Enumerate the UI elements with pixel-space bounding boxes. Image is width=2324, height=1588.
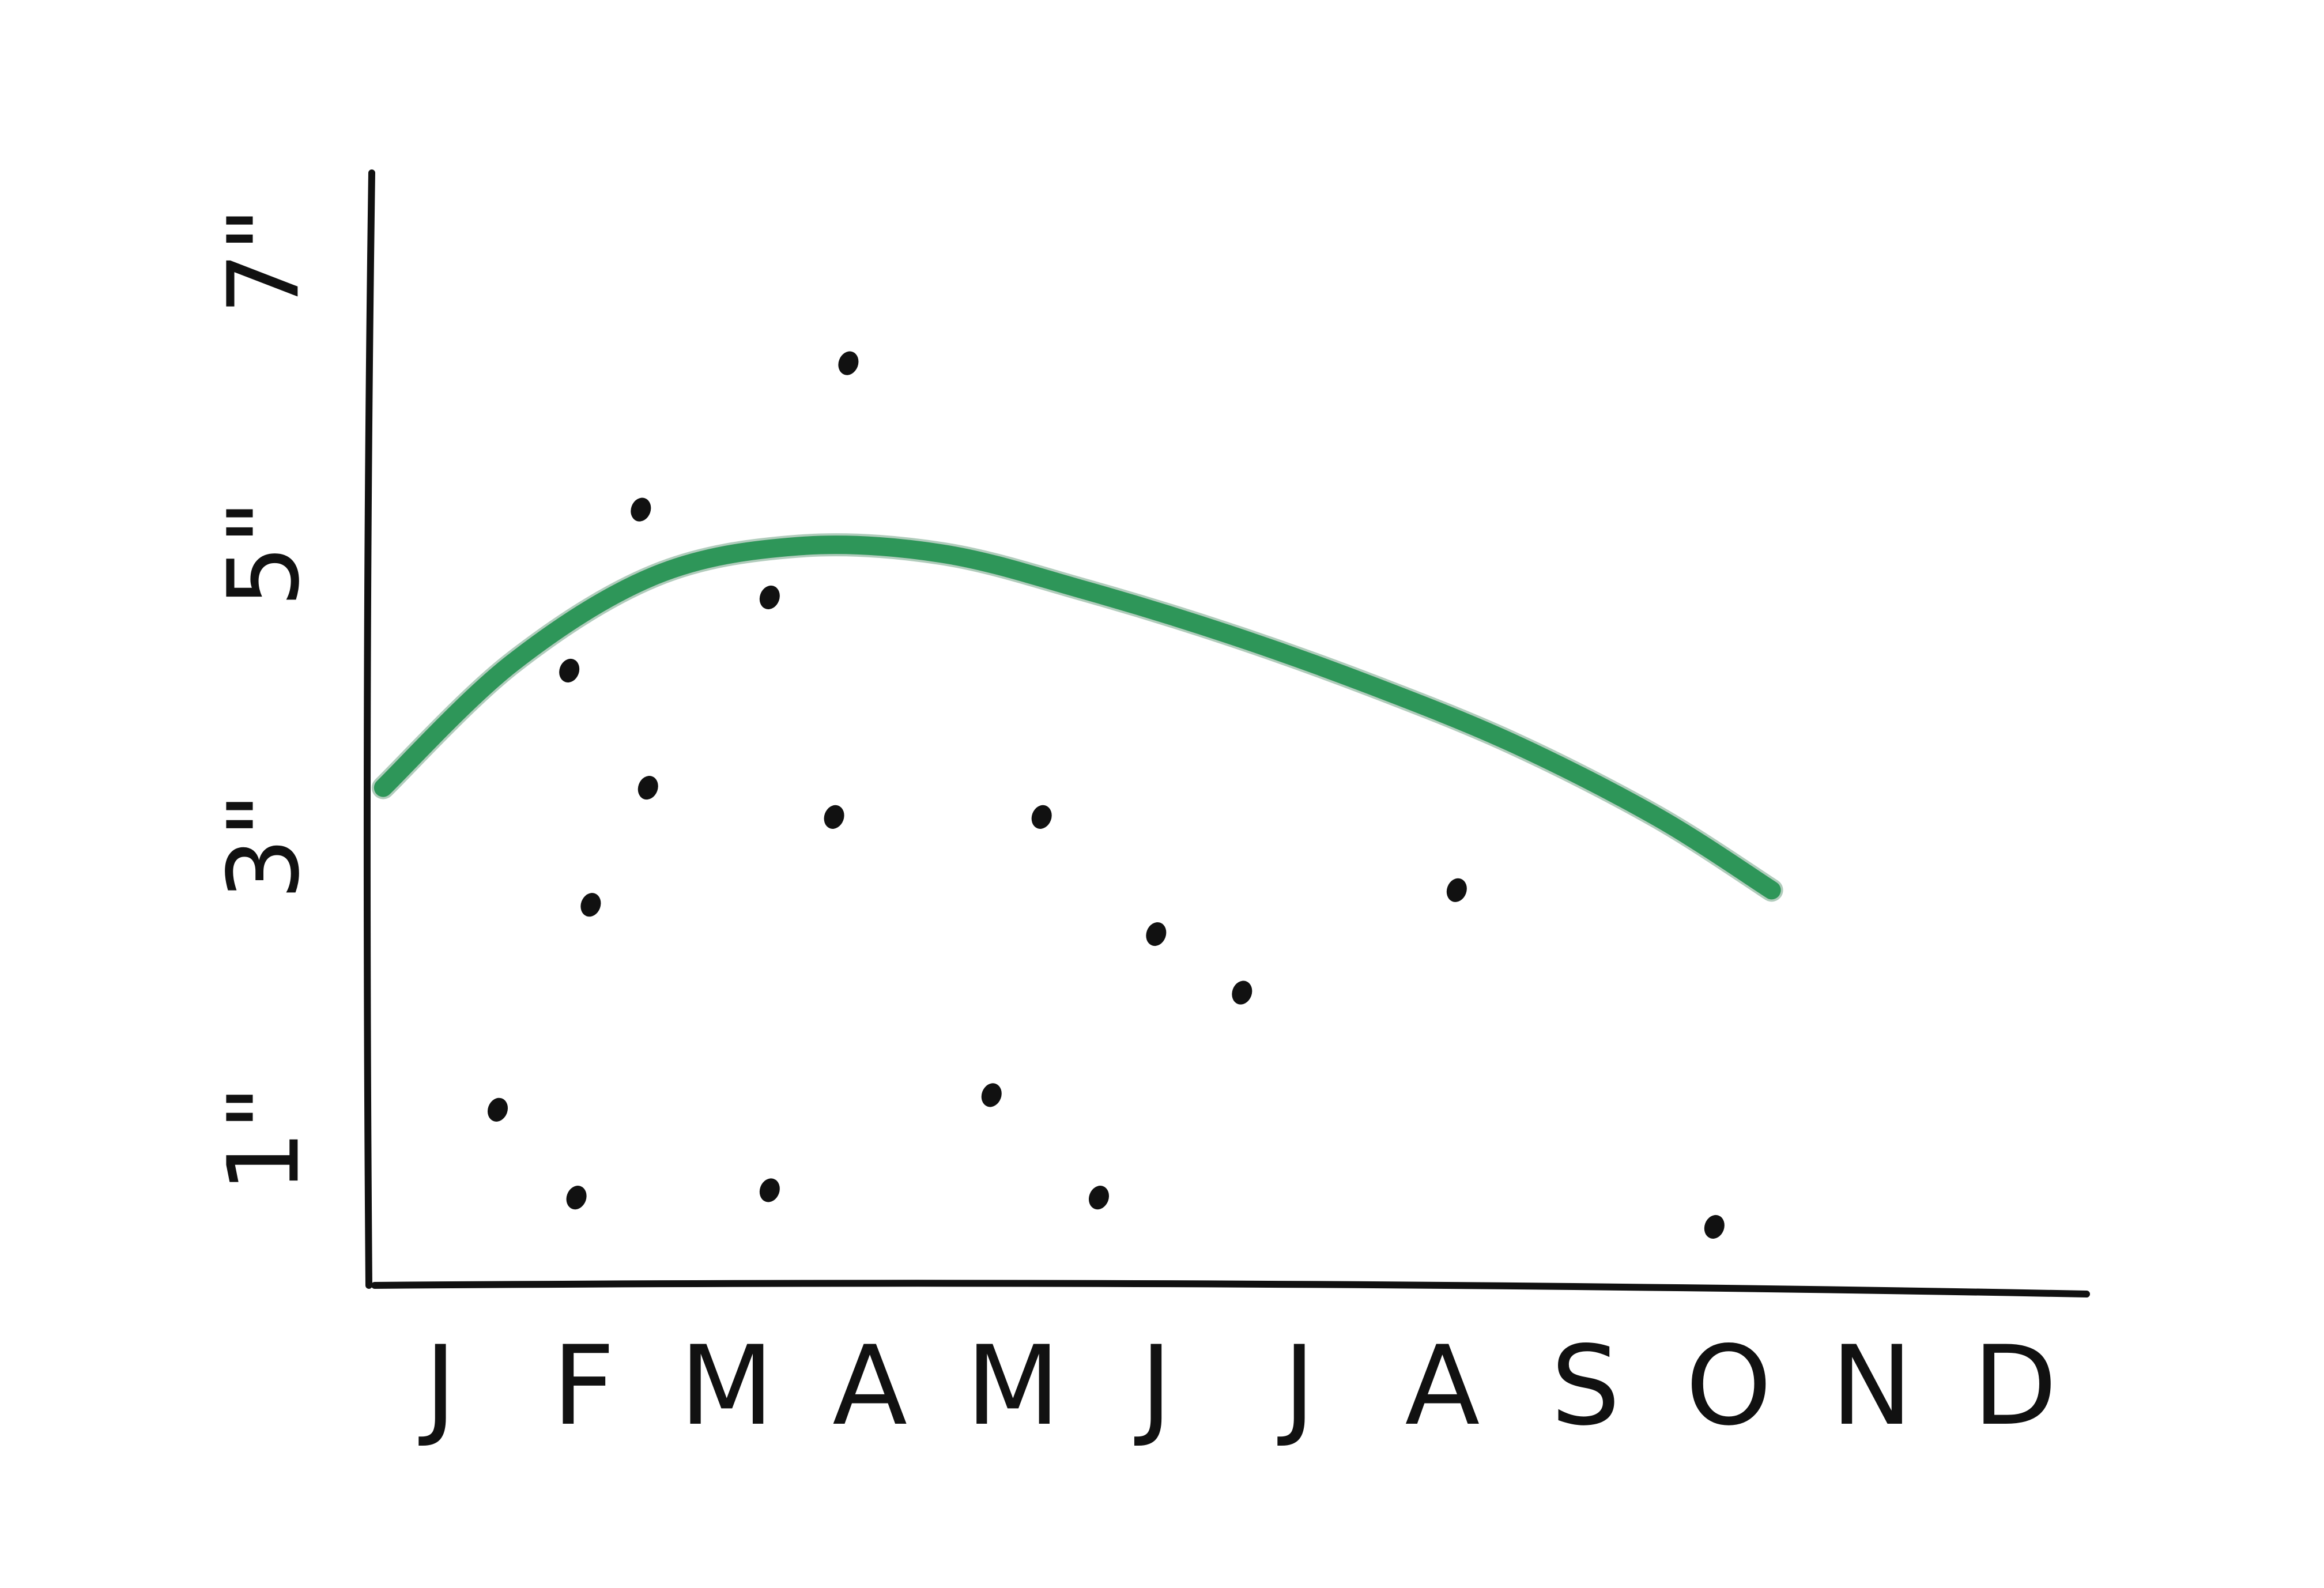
data-point <box>759 1178 780 1202</box>
data-point <box>1146 922 1167 946</box>
x-axis-line <box>371 1280 2090 1297</box>
x-tick-label: J <box>1134 1322 1172 1450</box>
data-point <box>559 658 580 682</box>
x-tick-label: N <box>1831 1322 1912 1450</box>
x-tick-label: A <box>832 1322 907 1450</box>
y-tick-label: 1" <box>207 1085 321 1193</box>
data-point <box>1232 980 1252 1005</box>
data-point <box>1031 805 1052 829</box>
y-tick-label: 5" <box>207 500 321 607</box>
data-points <box>487 351 1725 1239</box>
x-tick-label: M <box>966 1322 1061 1450</box>
trend-line <box>373 535 1781 900</box>
x-tick-label: J <box>418 1322 456 1450</box>
data-point <box>981 1083 1002 1107</box>
data-point <box>1704 1214 1725 1239</box>
x-tick-label: J <box>1277 1322 1315 1450</box>
x-tick-label: M <box>680 1322 774 1450</box>
data-point <box>1088 1186 1110 1210</box>
axes <box>363 169 2090 1297</box>
x-tick-label: F <box>552 1322 615 1450</box>
data-point <box>487 1097 508 1122</box>
y-tick-label: 7" <box>207 207 321 314</box>
data-point <box>1446 878 1467 902</box>
x-tick-label: A <box>1405 1322 1480 1450</box>
y-tick-labels: 1" 3" 5" 7" <box>207 207 321 1193</box>
x-tick-label: D <box>1973 1322 2057 1450</box>
data-point <box>637 776 658 800</box>
data-point <box>759 585 780 610</box>
data-point <box>631 497 651 522</box>
data-point <box>580 893 601 917</box>
data-point <box>824 805 844 829</box>
y-tick-label: 3" <box>207 793 321 900</box>
trend-layer <box>371 533 1783 902</box>
x-tick-label: S <box>1551 1322 1621 1450</box>
data-point <box>838 351 859 375</box>
data-point <box>566 1186 587 1210</box>
x-tick-label: O <box>1685 1322 1772 1450</box>
y-axis-line <box>363 169 375 1289</box>
